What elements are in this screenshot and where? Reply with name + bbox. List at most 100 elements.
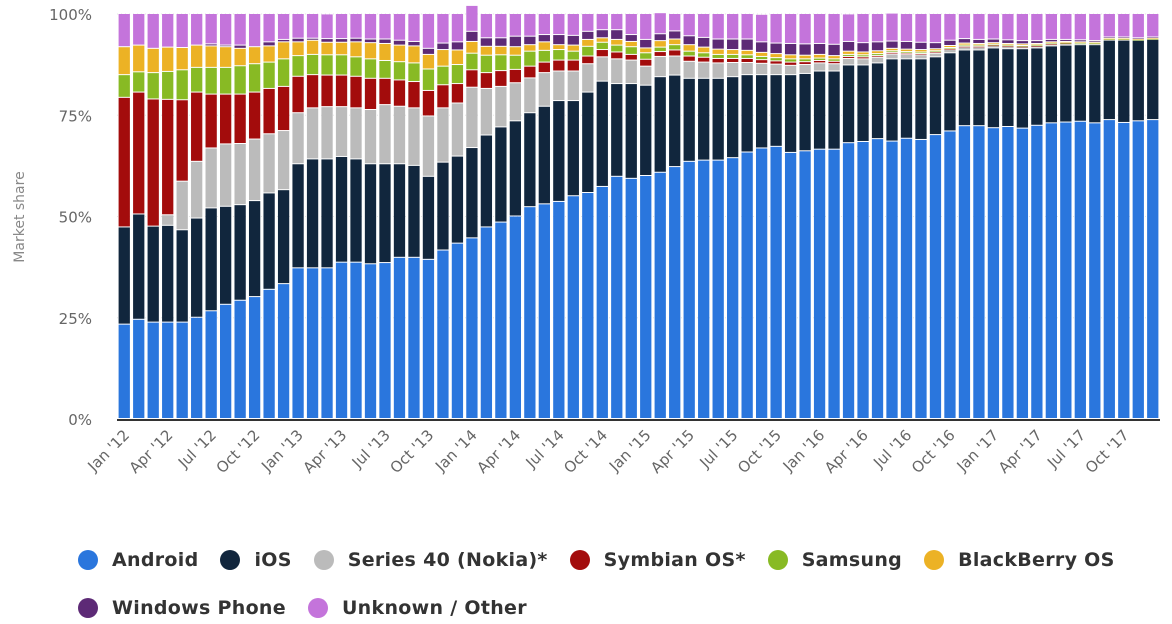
bar-segment-series-40-nokia[interactable] [842,58,855,65]
bar-segment-series-40-nokia[interactable] [813,63,826,71]
bar-segment-blackberry-os[interactable] [393,45,406,62]
bar-segment-samsung[interactable] [466,53,478,70]
bar-segment-windows-phone[interactable] [625,35,637,41]
bar-segment-blackberry-os[interactable] [133,45,145,72]
bar-segment-unknown-other[interactable] [784,14,797,43]
bar-segment-symbian-os[interactable] [929,52,942,53]
bar-segment-samsung[interactable] [538,50,550,62]
bar-segment-android[interactable] [220,304,232,418]
bar-segment-symbian-os[interactable] [813,60,826,63]
bar-segment-samsung[interactable] [118,75,130,97]
bar-segment-ios[interactable] [669,75,681,167]
bar-segment-samsung[interactable] [929,51,942,52]
bar-segment-blackberry-os[interactable] [625,41,637,47]
bar-segment-android[interactable] [582,193,594,418]
bar-segment-series-40-nokia[interactable] [784,65,797,75]
bar-segment-samsung[interactable] [422,69,435,90]
bar-segment-ios[interactable] [495,127,507,222]
bar-segment-unknown-other[interactable] [654,13,666,34]
bar-segment-blackberry-os[interactable] [698,47,710,53]
bar-segment-windows-phone[interactable] [611,30,623,39]
bar-segment-ios[interactable] [842,65,855,143]
bar-segment-unknown-other[interactable] [524,14,536,36]
bar-segment-series-40-nokia[interactable] [422,116,435,176]
bar-segment-windows-phone[interactable] [669,31,681,39]
bar-segment-android[interactable] [900,138,913,419]
bar-segment-windows-phone[interactable] [900,41,913,49]
bar-segment-windows-phone[interactable] [1031,41,1043,43]
bar-segment-ios[interactable] [828,71,840,149]
bar-segment-windows-phone[interactable] [741,39,753,50]
bar-segment-series-40-nokia[interactable] [987,45,1000,48]
bar-segment-symbian-os[interactable] [220,94,232,144]
bar-segment-windows-phone[interactable] [466,31,478,41]
bar-segment-windows-phone[interactable] [596,30,608,38]
bar-segment-windows-phone[interactable] [1147,37,1159,38]
bar-segment-series-40-nokia[interactable] [770,64,782,75]
bar-segment-unknown-other[interactable] [944,14,956,40]
bar-segment-windows-phone[interactable] [234,45,246,48]
bar-segment-symbian-os[interactable] [755,60,768,63]
bar-segment-samsung[interactable] [857,55,869,57]
bar-segment-symbian-os[interactable] [234,94,246,144]
bar-segment-android[interactable] [1045,123,1057,418]
bar-segment-series-40-nokia[interactable] [480,88,493,135]
bar-segment-unknown-other[interactable] [886,13,898,41]
bar-segment-blackberry-os[interactable] [944,45,956,48]
bar-segment-windows-phone[interactable] [393,40,406,45]
bar-segment-symbian-os[interactable] [654,52,666,56]
bar-segment-series-40-nokia[interactable] [451,103,464,156]
bar-segment-symbian-os[interactable] [727,58,739,63]
bar-segment-samsung[interactable] [582,46,594,56]
bar-segment-unknown-other[interactable] [379,14,391,39]
bar-segment-unknown-other[interactable] [958,14,971,39]
bar-segment-symbian-os[interactable] [147,99,159,226]
bar-segment-series-40-nokia[interactable] [915,55,927,59]
bar-segment-samsung[interactable] [1103,39,1115,41]
bar-segment-samsung[interactable] [248,64,261,92]
bar-segment-android[interactable] [205,311,217,418]
bar-segment-series-40-nokia[interactable] [741,63,753,75]
bar-segment-android[interactable] [509,216,522,419]
bar-segment-ios[interactable] [1103,40,1115,120]
bar-segment-samsung[interactable] [654,47,666,52]
bar-segment-symbian-os[interactable] [900,53,913,55]
bar-segment-samsung[interactable] [1147,39,1159,40]
bar-segment-symbian-os[interactable] [437,85,449,108]
bar-segment-ios[interactable] [683,78,695,161]
bar-segment-unknown-other[interactable] [292,14,304,38]
bar-segment-android[interactable] [1031,125,1043,418]
bar-segment-android[interactable] [1060,122,1072,418]
bar-segment-unknown-other[interactable] [625,14,637,35]
bar-segment-android[interactable] [741,152,753,418]
bar-segment-android[interactable] [480,227,493,418]
bar-segment-series-40-nokia[interactable] [944,50,956,53]
bar-segment-ios[interactable] [422,176,435,259]
bar-segment-unknown-other[interactable] [915,14,927,42]
bar-segment-unknown-other[interactable] [640,14,652,39]
bar-segment-series-40-nokia[interactable] [654,56,666,77]
bar-segment-blackberry-os[interactable] [755,52,768,56]
bar-segment-windows-phone[interactable] [813,43,826,54]
bar-segment-blackberry-os[interactable] [683,45,695,51]
bar-segment-windows-phone[interactable] [422,48,435,54]
bar-segment-series-40-nokia[interactable] [321,107,333,159]
bar-segment-unknown-other[interactable] [133,14,145,45]
bar-segment-ios[interactable] [944,53,956,131]
bar-segment-series-40-nokia[interactable] [1103,39,1115,41]
bar-segment-blackberry-os[interactable] [408,46,420,63]
bar-segment-android[interactable] [944,131,956,418]
bar-segment-samsung[interactable] [408,63,420,82]
bar-segment-symbian-os[interactable] [857,57,869,59]
bar-segment-series-40-nokia[interactable] [1016,47,1029,49]
bar-segment-symbian-os[interactable] [191,92,203,161]
bar-segment-blackberry-os[interactable] [669,39,681,45]
bar-segment-symbian-os[interactable] [1002,46,1014,47]
bar-segment-ios[interactable] [654,77,666,172]
bar-segment-ios[interactable] [162,225,174,322]
bar-segment-ios[interactable] [205,208,217,311]
bar-segment-symbian-os[interactable] [683,56,695,61]
bar-segment-unknown-other[interactable] [842,14,855,41]
bar-segment-blackberry-os[interactable] [1147,38,1159,39]
bar-segment-symbian-os[interactable] [248,92,261,139]
